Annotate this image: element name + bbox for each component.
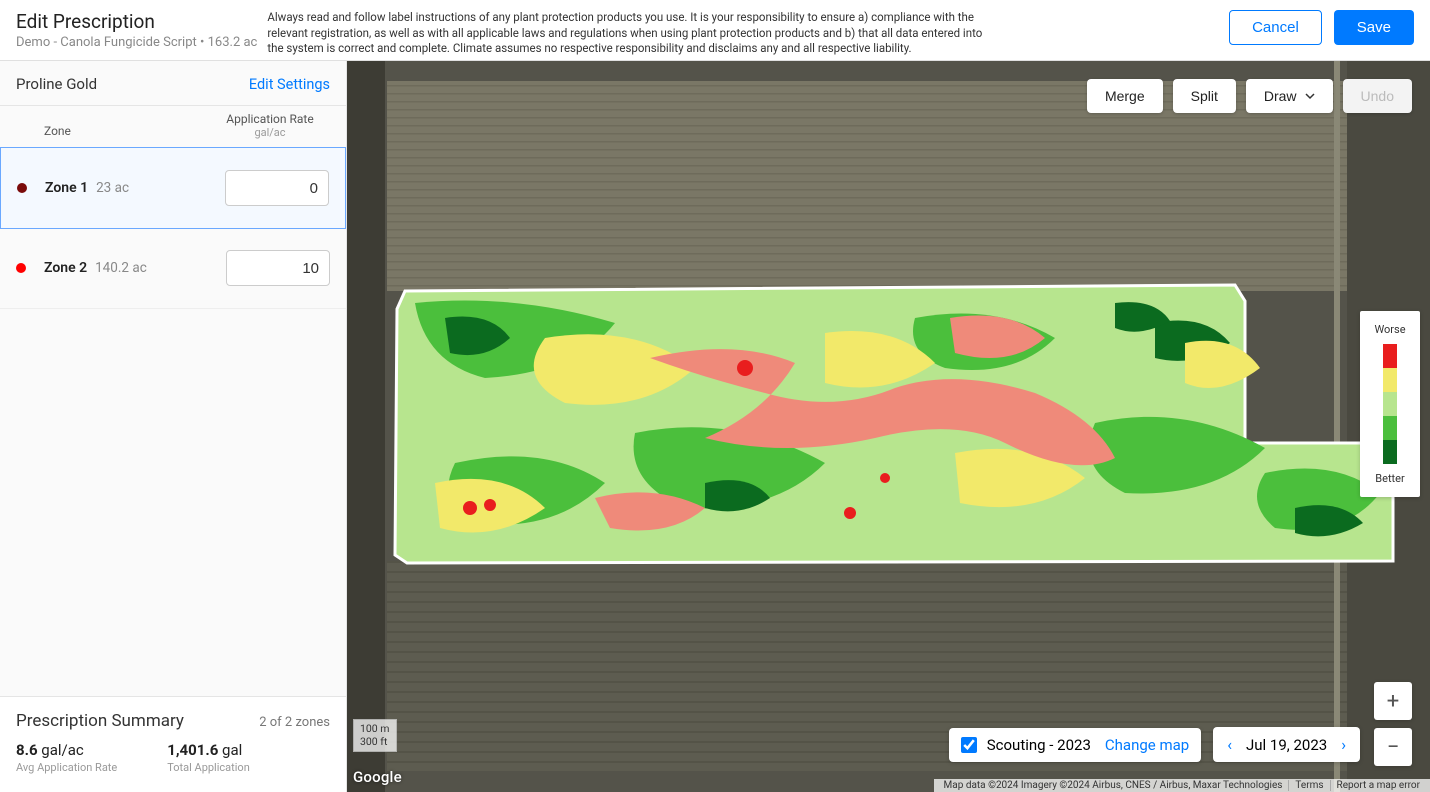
zone-label: Zone 1 <box>45 180 88 196</box>
zone-rate-input[interactable] <box>226 250 330 286</box>
bottom-controls: Scouting - 2023 Change map ‹ Jul 19, 202… <box>949 727 1360 762</box>
disclaimer-text: Always read and follow label instruction… <box>257 10 1017 57</box>
legend: Worse Better <box>1360 311 1420 497</box>
layer-name: Scouting - 2023 <box>987 736 1091 754</box>
zone-list: Zone 1 23 ac Zone 2 140.2 ac <box>0 148 346 309</box>
google-logo: Google <box>353 768 402 786</box>
header-actions: Cancel Save <box>1229 10 1414 45</box>
report-error-link[interactable]: Report a map error <box>1330 780 1426 791</box>
undo-button[interactable]: Undo <box>1343 79 1412 113</box>
map-toolbar: Merge Split Draw Undo <box>1087 79 1412 113</box>
rate-col-unit: gal/ac <box>210 126 330 139</box>
zoom-out-button[interactable]: − <box>1374 728 1412 766</box>
zone-row[interactable]: Zone 2 140.2 ac <box>0 228 346 309</box>
summary-total-value: 1,401.6 <box>167 741 218 759</box>
summary-total-label: Total Application <box>167 761 250 774</box>
zone-rate-input[interactable] <box>225 170 329 206</box>
header-title-block: Edit Prescription Demo - Canola Fungicid… <box>16 10 257 50</box>
map-canvas <box>347 61 1430 792</box>
summary-total-unit: gal <box>222 741 242 759</box>
zone-col-header: Zone <box>16 112 210 139</box>
prev-date-button[interactable]: ‹ <box>1223 735 1236 754</box>
draw-label: Draw <box>1264 88 1297 104</box>
summary-title: Prescription Summary <box>16 711 184 731</box>
save-button[interactable]: Save <box>1334 10 1414 45</box>
map[interactable]: Merge Split Draw Undo Worse Better Scout… <box>347 61 1430 792</box>
legend-worse: Worse <box>1366 323 1414 336</box>
edit-settings-link[interactable]: Edit Settings <box>249 76 330 93</box>
zone-color-dot <box>16 263 26 273</box>
date-selector: ‹ Jul 19, 2023 › <box>1213 727 1360 762</box>
sidebar: Proline Gold Edit Settings Zone Applicat… <box>0 61 347 792</box>
merge-button[interactable]: Merge <box>1087 79 1163 113</box>
cancel-button[interactable]: Cancel <box>1229 10 1322 45</box>
legend-better: Better <box>1366 472 1414 485</box>
legend-scale <box>1383 344 1397 464</box>
header: Edit Prescription Demo - Canola Fungicid… <box>0 0 1430 61</box>
scale-bar: 100 m 300 ft <box>353 719 397 752</box>
zone-row[interactable]: Zone 1 23 ac <box>0 147 346 229</box>
scale-metric: 100 m <box>360 722 390 736</box>
page-subtitle: Demo - Canola Fungicide Script • 163.2 a… <box>16 35 257 50</box>
zone-color-dot <box>17 183 27 193</box>
chevron-down-icon <box>1305 91 1315 101</box>
change-map-link[interactable]: Change map <box>1105 736 1189 754</box>
next-date-button[interactable]: › <box>1337 735 1350 754</box>
product-row: Proline Gold Edit Settings <box>0 61 346 105</box>
zoom-in-button[interactable]: + <box>1374 682 1412 720</box>
summary-avg-unit: gal/ac <box>41 741 83 759</box>
terms-link[interactable]: Terms <box>1288 780 1329 791</box>
zone-table-header: Zone Application Rate gal/ac <box>0 105 346 148</box>
summary-avg: 8.6 gal/ac Avg Application Rate <box>16 741 117 774</box>
legend-segment <box>1383 440 1397 464</box>
summary-avg-label: Avg Application Rate <box>16 761 117 774</box>
legend-segment <box>1383 392 1397 416</box>
date-label: Jul 19, 2023 <box>1246 736 1327 754</box>
layer-selector[interactable]: Scouting - 2023 Change map <box>949 728 1201 762</box>
summary-count: 2 of 2 zones <box>259 715 330 730</box>
page-title: Edit Prescription <box>16 10 257 33</box>
scale-imperial: 300 ft <box>360 735 390 749</box>
layer-checkbox[interactable] <box>961 737 977 753</box>
legend-segment <box>1383 368 1397 392</box>
zone-label: Zone 2 <box>44 260 87 276</box>
legend-segment <box>1383 416 1397 440</box>
summary-total: 1,401.6 gal Total Application <box>167 741 250 774</box>
product-name: Proline Gold <box>16 75 97 93</box>
map-attribution: Map data ©2024 Imagery ©2024 Airbus, CNE… <box>934 779 1430 792</box>
draw-button[interactable]: Draw <box>1246 79 1333 113</box>
attribution-data: Map data ©2024 Imagery ©2024 Airbus, CNE… <box>938 780 1289 791</box>
zone-area: 23 ac <box>96 180 129 196</box>
rate-col-header: Application Rate gal/ac <box>210 112 330 139</box>
split-button[interactable]: Split <box>1173 79 1236 113</box>
zone-area: 140.2 ac <box>95 260 147 276</box>
legend-segment <box>1383 344 1397 368</box>
prescription-summary: Prescription Summary 2 of 2 zones 8.6 ga… <box>0 696 346 792</box>
summary-avg-value: 8.6 <box>16 741 38 759</box>
rate-col-label: Application Rate <box>226 112 313 126</box>
